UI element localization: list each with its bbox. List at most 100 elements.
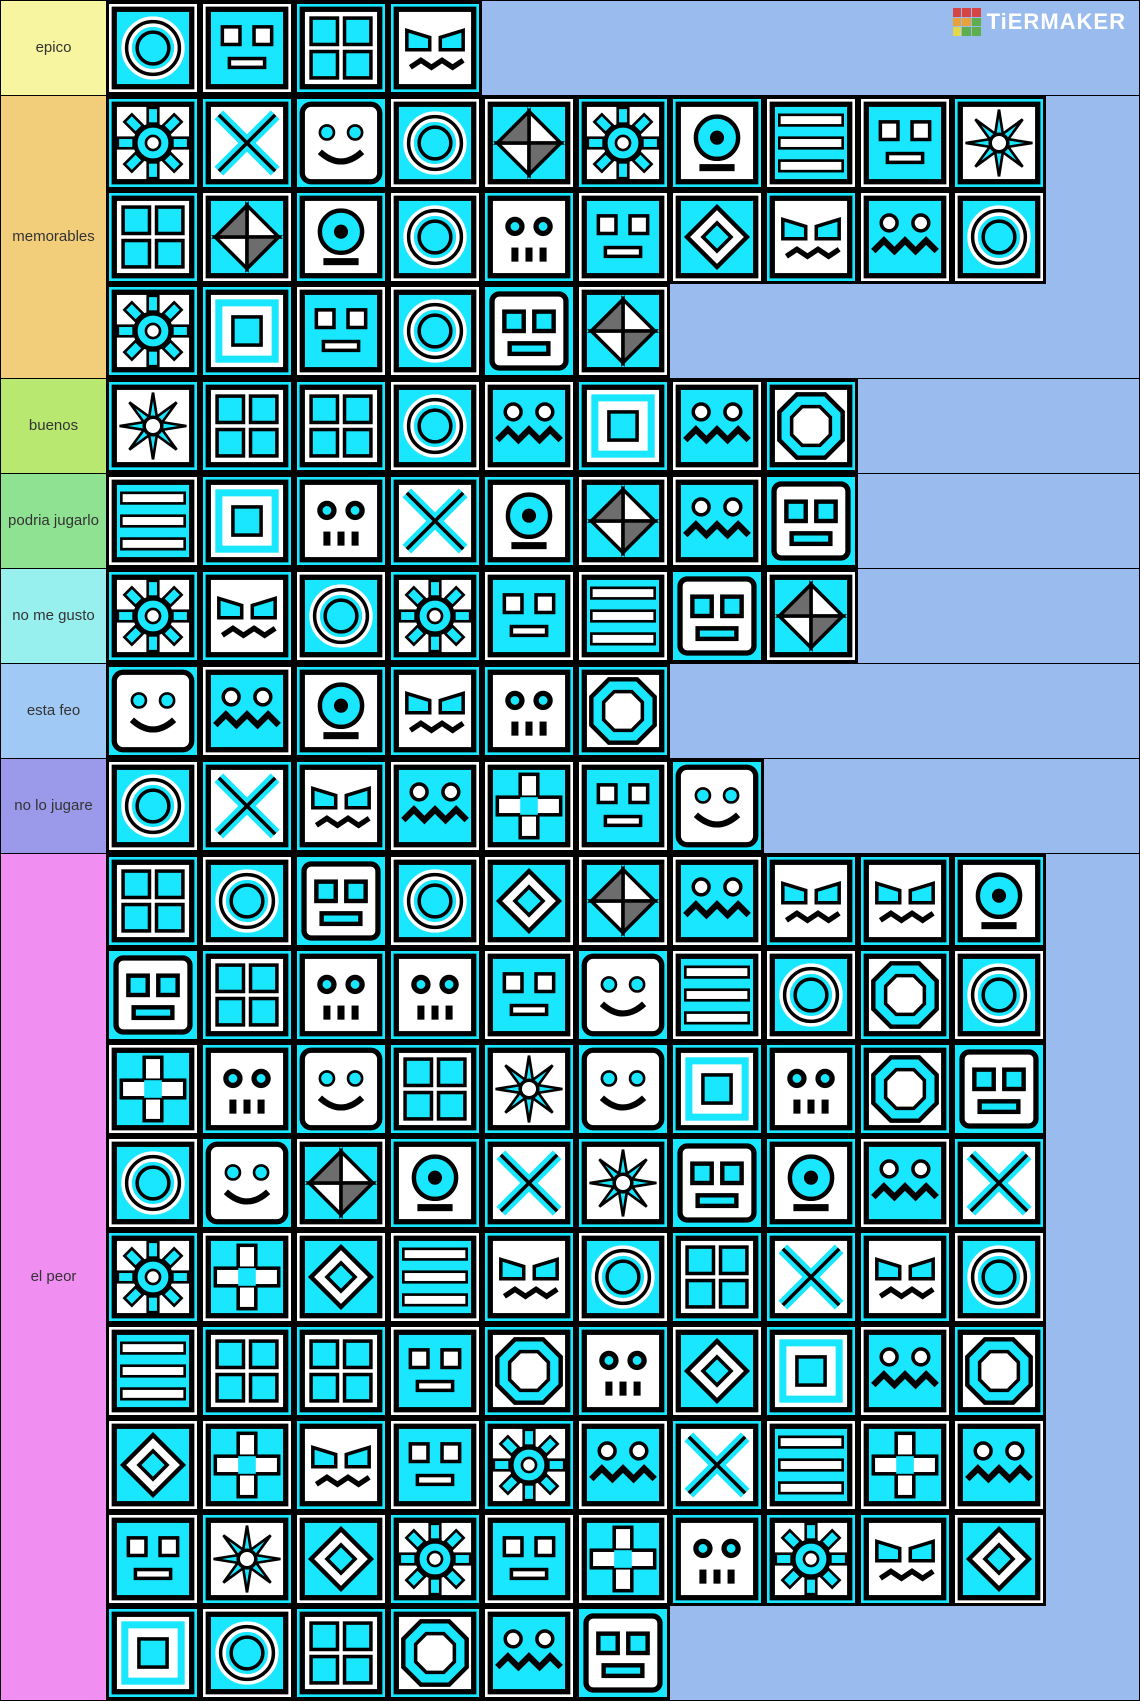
tier-item[interactable] bbox=[388, 1, 482, 95]
tier-item[interactable] bbox=[952, 1042, 1046, 1136]
tier-item[interactable] bbox=[858, 190, 952, 284]
tier-item[interactable] bbox=[294, 284, 388, 378]
tier-item[interactable] bbox=[200, 948, 294, 1042]
tier-item[interactable] bbox=[388, 1418, 482, 1512]
tier-item[interactable] bbox=[106, 1512, 200, 1606]
tier-items-buenos[interactable] bbox=[106, 379, 1139, 473]
tier-item[interactable] bbox=[576, 1230, 670, 1324]
tier-item[interactable] bbox=[482, 569, 576, 663]
tier-item[interactable] bbox=[200, 1418, 294, 1512]
tier-item[interactable] bbox=[858, 1136, 952, 1230]
tier-item[interactable] bbox=[764, 190, 858, 284]
tier-item[interactable] bbox=[294, 1042, 388, 1136]
tier-item[interactable] bbox=[106, 1042, 200, 1136]
tier-item[interactable] bbox=[482, 379, 576, 473]
tier-label-estafeo[interactable]: esta feo bbox=[1, 664, 106, 758]
tier-item[interactable] bbox=[388, 379, 482, 473]
tier-items-memorables[interactable] bbox=[106, 96, 1139, 378]
tier-item[interactable] bbox=[106, 1324, 200, 1418]
tier-item[interactable] bbox=[764, 1418, 858, 1512]
tier-items-elpeor[interactable] bbox=[106, 854, 1139, 1700]
tier-label-nolojugare[interactable]: no lo jugare bbox=[1, 759, 106, 853]
tier-item[interactable] bbox=[952, 96, 1046, 190]
tier-item[interactable] bbox=[576, 1136, 670, 1230]
tier-item[interactable] bbox=[200, 569, 294, 663]
tier-item[interactable] bbox=[294, 474, 388, 568]
tier-item[interactable] bbox=[952, 1418, 1046, 1512]
tier-item[interactable] bbox=[670, 190, 764, 284]
tier-item[interactable] bbox=[482, 1512, 576, 1606]
tier-item[interactable] bbox=[952, 854, 1046, 948]
tier-item[interactable] bbox=[388, 284, 482, 378]
tier-item[interactable] bbox=[200, 1606, 294, 1700]
tier-item[interactable] bbox=[200, 1136, 294, 1230]
tier-item[interactable] bbox=[482, 1418, 576, 1512]
tier-item[interactable] bbox=[670, 1512, 764, 1606]
tier-item[interactable] bbox=[576, 96, 670, 190]
tier-items-epico[interactable] bbox=[106, 1, 1139, 95]
tier-item[interactable] bbox=[388, 948, 482, 1042]
tier-item[interactable] bbox=[670, 96, 764, 190]
tier-items-nomegusto[interactable] bbox=[106, 569, 1139, 663]
tier-item[interactable] bbox=[670, 379, 764, 473]
tier-item[interactable] bbox=[106, 96, 200, 190]
tier-item[interactable] bbox=[576, 1042, 670, 1136]
tier-item[interactable] bbox=[670, 1230, 764, 1324]
tier-item[interactable] bbox=[294, 1606, 388, 1700]
tier-item[interactable] bbox=[576, 569, 670, 663]
tier-item[interactable] bbox=[952, 1136, 1046, 1230]
tier-items-podria[interactable] bbox=[106, 474, 1139, 568]
tier-item[interactable] bbox=[106, 854, 200, 948]
tier-item[interactable] bbox=[576, 284, 670, 378]
tier-item[interactable] bbox=[764, 96, 858, 190]
tier-item[interactable] bbox=[576, 948, 670, 1042]
tier-label-epico[interactable]: epico bbox=[1, 1, 106, 95]
tier-item[interactable] bbox=[388, 96, 482, 190]
tier-item[interactable] bbox=[482, 1324, 576, 1418]
tier-label-nomegusto[interactable]: no me gusto bbox=[1, 569, 106, 663]
tier-item[interactable] bbox=[294, 190, 388, 284]
tier-item[interactable] bbox=[294, 1324, 388, 1418]
tier-item[interactable] bbox=[670, 759, 764, 853]
tier-item[interactable] bbox=[106, 284, 200, 378]
tier-item[interactable] bbox=[764, 379, 858, 473]
tier-item[interactable] bbox=[858, 1324, 952, 1418]
tier-item[interactable] bbox=[388, 854, 482, 948]
tier-item[interactable] bbox=[482, 759, 576, 853]
tier-item[interactable] bbox=[576, 190, 670, 284]
tier-item[interactable] bbox=[294, 664, 388, 758]
tier-item[interactable] bbox=[482, 474, 576, 568]
tier-item[interactable] bbox=[388, 1512, 482, 1606]
tier-item[interactable] bbox=[952, 190, 1046, 284]
tier-item[interactable] bbox=[200, 759, 294, 853]
tier-item[interactable] bbox=[200, 284, 294, 378]
tier-item[interactable] bbox=[952, 1324, 1046, 1418]
tier-item[interactable] bbox=[200, 379, 294, 473]
tier-item[interactable] bbox=[482, 854, 576, 948]
tier-item[interactable] bbox=[482, 284, 576, 378]
tier-item[interactable] bbox=[764, 474, 858, 568]
tier-item[interactable] bbox=[576, 1606, 670, 1700]
tier-item[interactable] bbox=[200, 190, 294, 284]
tier-item[interactable] bbox=[106, 190, 200, 284]
tier-item[interactable] bbox=[670, 1418, 764, 1512]
tier-item[interactable] bbox=[388, 474, 482, 568]
tier-item[interactable] bbox=[294, 96, 388, 190]
tier-item[interactable] bbox=[764, 1136, 858, 1230]
tier-item[interactable] bbox=[294, 948, 388, 1042]
tier-label-memorables[interactable]: memorables bbox=[1, 96, 106, 378]
tier-item[interactable] bbox=[858, 96, 952, 190]
tier-item[interactable] bbox=[576, 1418, 670, 1512]
tier-item[interactable] bbox=[576, 664, 670, 758]
tier-item[interactable] bbox=[576, 854, 670, 948]
tier-item[interactable] bbox=[294, 1, 388, 95]
tier-item[interactable] bbox=[764, 569, 858, 663]
tier-item[interactable] bbox=[952, 948, 1046, 1042]
tier-item[interactable] bbox=[482, 948, 576, 1042]
tier-item[interactable] bbox=[106, 1230, 200, 1324]
tier-item[interactable] bbox=[294, 1512, 388, 1606]
tier-item[interactable] bbox=[388, 569, 482, 663]
tier-item[interactable] bbox=[858, 1512, 952, 1606]
tier-item[interactable] bbox=[858, 1418, 952, 1512]
tier-item[interactable] bbox=[294, 1136, 388, 1230]
